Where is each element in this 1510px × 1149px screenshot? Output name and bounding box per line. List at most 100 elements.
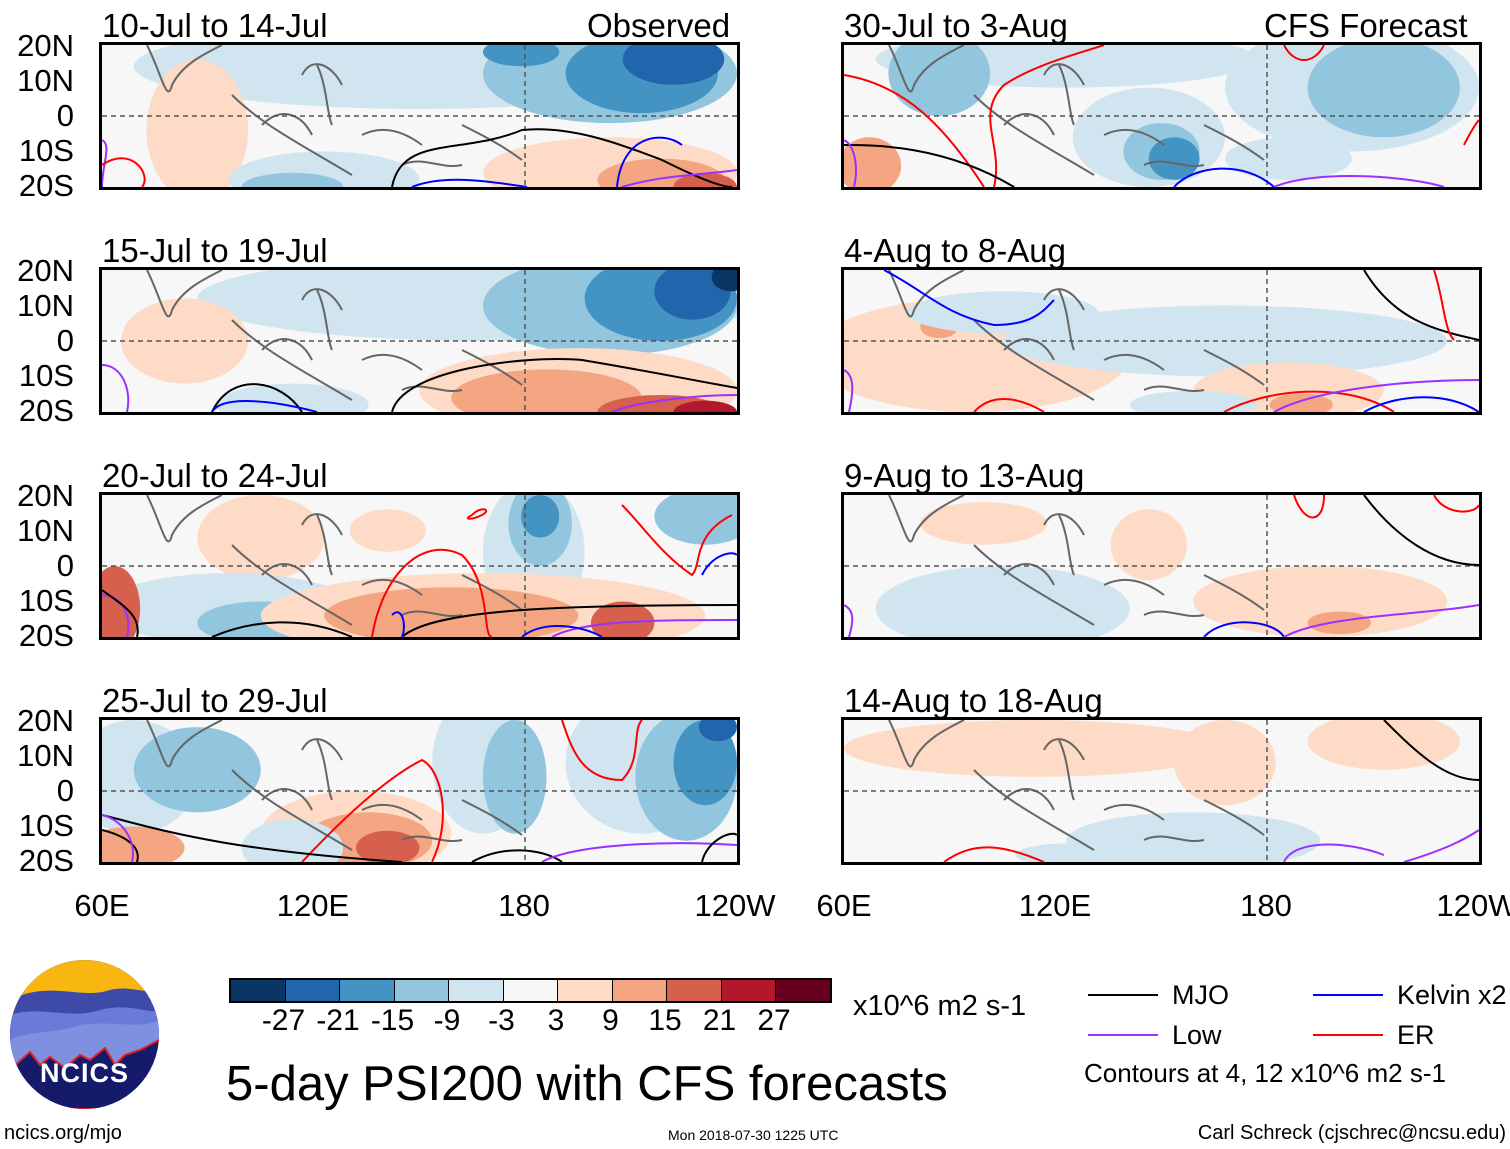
wave-contour: [701, 832, 737, 862]
legend-line-kelvin: [1313, 994, 1383, 996]
wave-contour: [701, 552, 737, 576]
colorbar-tick-label: -3: [488, 1004, 515, 1037]
panel-title: 4-Aug to 8-Aug: [844, 232, 1066, 269]
colorbar-swatch: [340, 980, 395, 1001]
wave-contour: [1433, 270, 1455, 341]
panel-title: 10-Jul to 14-Jul: [102, 7, 328, 44]
wave-contour: [973, 398, 1045, 412]
wave-contour: [1363, 270, 1479, 341]
wave-contour: [411, 178, 528, 187]
wave-contour: [102, 157, 146, 187]
wave-contour: [1273, 379, 1479, 412]
anomaly-shading: [673, 400, 737, 412]
colorbar-swatch: [558, 980, 613, 1001]
legend-line-mjo: [1088, 994, 1158, 996]
psi200-field: [844, 495, 1479, 637]
map-panel: [99, 42, 740, 190]
wave-contour: [102, 814, 403, 862]
anomaly-shading: [888, 45, 991, 116]
anomaly-shading: [907, 291, 1098, 334]
lat-label: 10N: [17, 288, 74, 323]
anomaly-shading: [1129, 390, 1257, 412]
anomaly-shading: [654, 495, 737, 545]
lat-label: 20S: [18, 168, 74, 203]
timestamp: Mon 2018-07-30 1225 UTC: [668, 1127, 839, 1143]
lon-label: 120E: [276, 888, 350, 923]
psi200-field: [102, 495, 737, 637]
anomaly-shading: [1193, 566, 1448, 637]
wave-contour: [102, 139, 108, 187]
wave-contour: [1363, 495, 1479, 566]
wave-contour: [1223, 390, 1395, 412]
wave-contour: [1403, 829, 1479, 862]
map-panel: [841, 717, 1482, 865]
anomaly-shading: [920, 502, 1048, 545]
wave-contour: [943, 846, 1045, 862]
forecast-label: CFS Forecast: [1264, 7, 1468, 44]
panel-title: 9-Aug to 13-Aug: [844, 457, 1085, 494]
wave-contour: [616, 136, 683, 187]
anomaly-shading: [1307, 611, 1372, 635]
colorbar-swatch: [776, 980, 830, 1001]
map-panel: [99, 492, 740, 640]
map-panel: [99, 267, 740, 415]
wave-contour: [371, 548, 493, 637]
psi200-field: [844, 45, 1479, 187]
colorbar-tick-label: 9: [602, 1004, 619, 1037]
lat-label: 20N: [17, 478, 74, 513]
coastline: [888, 720, 1265, 851]
wave-contour: [211, 400, 318, 412]
observed-label: Observed: [587, 7, 731, 44]
figure-title: 5-day PSI200 with CFS forecasts: [226, 1057, 948, 1111]
colorbar-tick-label: 21: [702, 1004, 737, 1037]
wave-contour: [211, 383, 303, 412]
colorbar-swatch: [394, 980, 449, 1001]
colorbar-tick-label: 27: [757, 1004, 791, 1037]
anomaly-shading: [622, 45, 725, 85]
anomaly-shading: [1225, 137, 1352, 180]
wave-contour: [844, 144, 1015, 187]
coastline: [888, 495, 1265, 626]
wave-contour: [1273, 175, 1445, 187]
wave-contour: [391, 128, 733, 187]
lat-label: 20N: [17, 253, 74, 288]
anomaly-shading: [483, 45, 560, 67]
wave-contour: [466, 508, 488, 520]
contour-note: Contours at 4, 12 x10^6 m2 s-1: [1084, 1058, 1446, 1088]
coastline: [146, 45, 523, 176]
lat-label: 10S: [18, 583, 74, 618]
anomaly-shading: [146, 59, 249, 187]
anomaly-shading: [590, 601, 655, 637]
psi200-field: [844, 270, 1479, 412]
lon-label: 60E: [816, 888, 872, 923]
wave-contour: [1203, 621, 1285, 637]
footer-url: ncics.org/mjo: [4, 1122, 122, 1144]
anomaly-shading: [216, 383, 369, 412]
lat-label: 0: [56, 773, 74, 808]
wave-contour: [1383, 720, 1479, 781]
anomaly-shading: [844, 137, 902, 187]
credit: Carl Schreck (cjschrec@ncsu.edu): [1197, 1122, 1506, 1144]
panel-title: 15-Jul to 19-Jul: [102, 232, 328, 269]
wave-contour: [1293, 495, 1325, 519]
coastline: [146, 270, 523, 401]
wave-contour: [844, 139, 857, 187]
panel-title: 30-Jul to 3-Aug: [844, 7, 1068, 44]
map-panel: [841, 267, 1482, 415]
lat-label: 10N: [17, 738, 74, 773]
wave-contour: [621, 169, 737, 187]
anomaly-shading: [698, 720, 737, 742]
anomaly-shading: [673, 720, 737, 806]
wave-contour: [541, 842, 737, 862]
wave-contour: [611, 394, 737, 412]
wave-contour: [102, 589, 139, 637]
wave-contour: [102, 814, 134, 862]
legend-label: MJO: [1172, 980, 1229, 1010]
lat-label: 0: [56, 98, 74, 133]
lon-label: 120E: [1018, 888, 1092, 923]
anomaly-shading: [1110, 509, 1187, 581]
wave-contour: [102, 364, 130, 412]
anomaly-shading: [1174, 720, 1276, 806]
anomaly-shading: [1066, 812, 1321, 862]
colorbar: [229, 978, 832, 1003]
